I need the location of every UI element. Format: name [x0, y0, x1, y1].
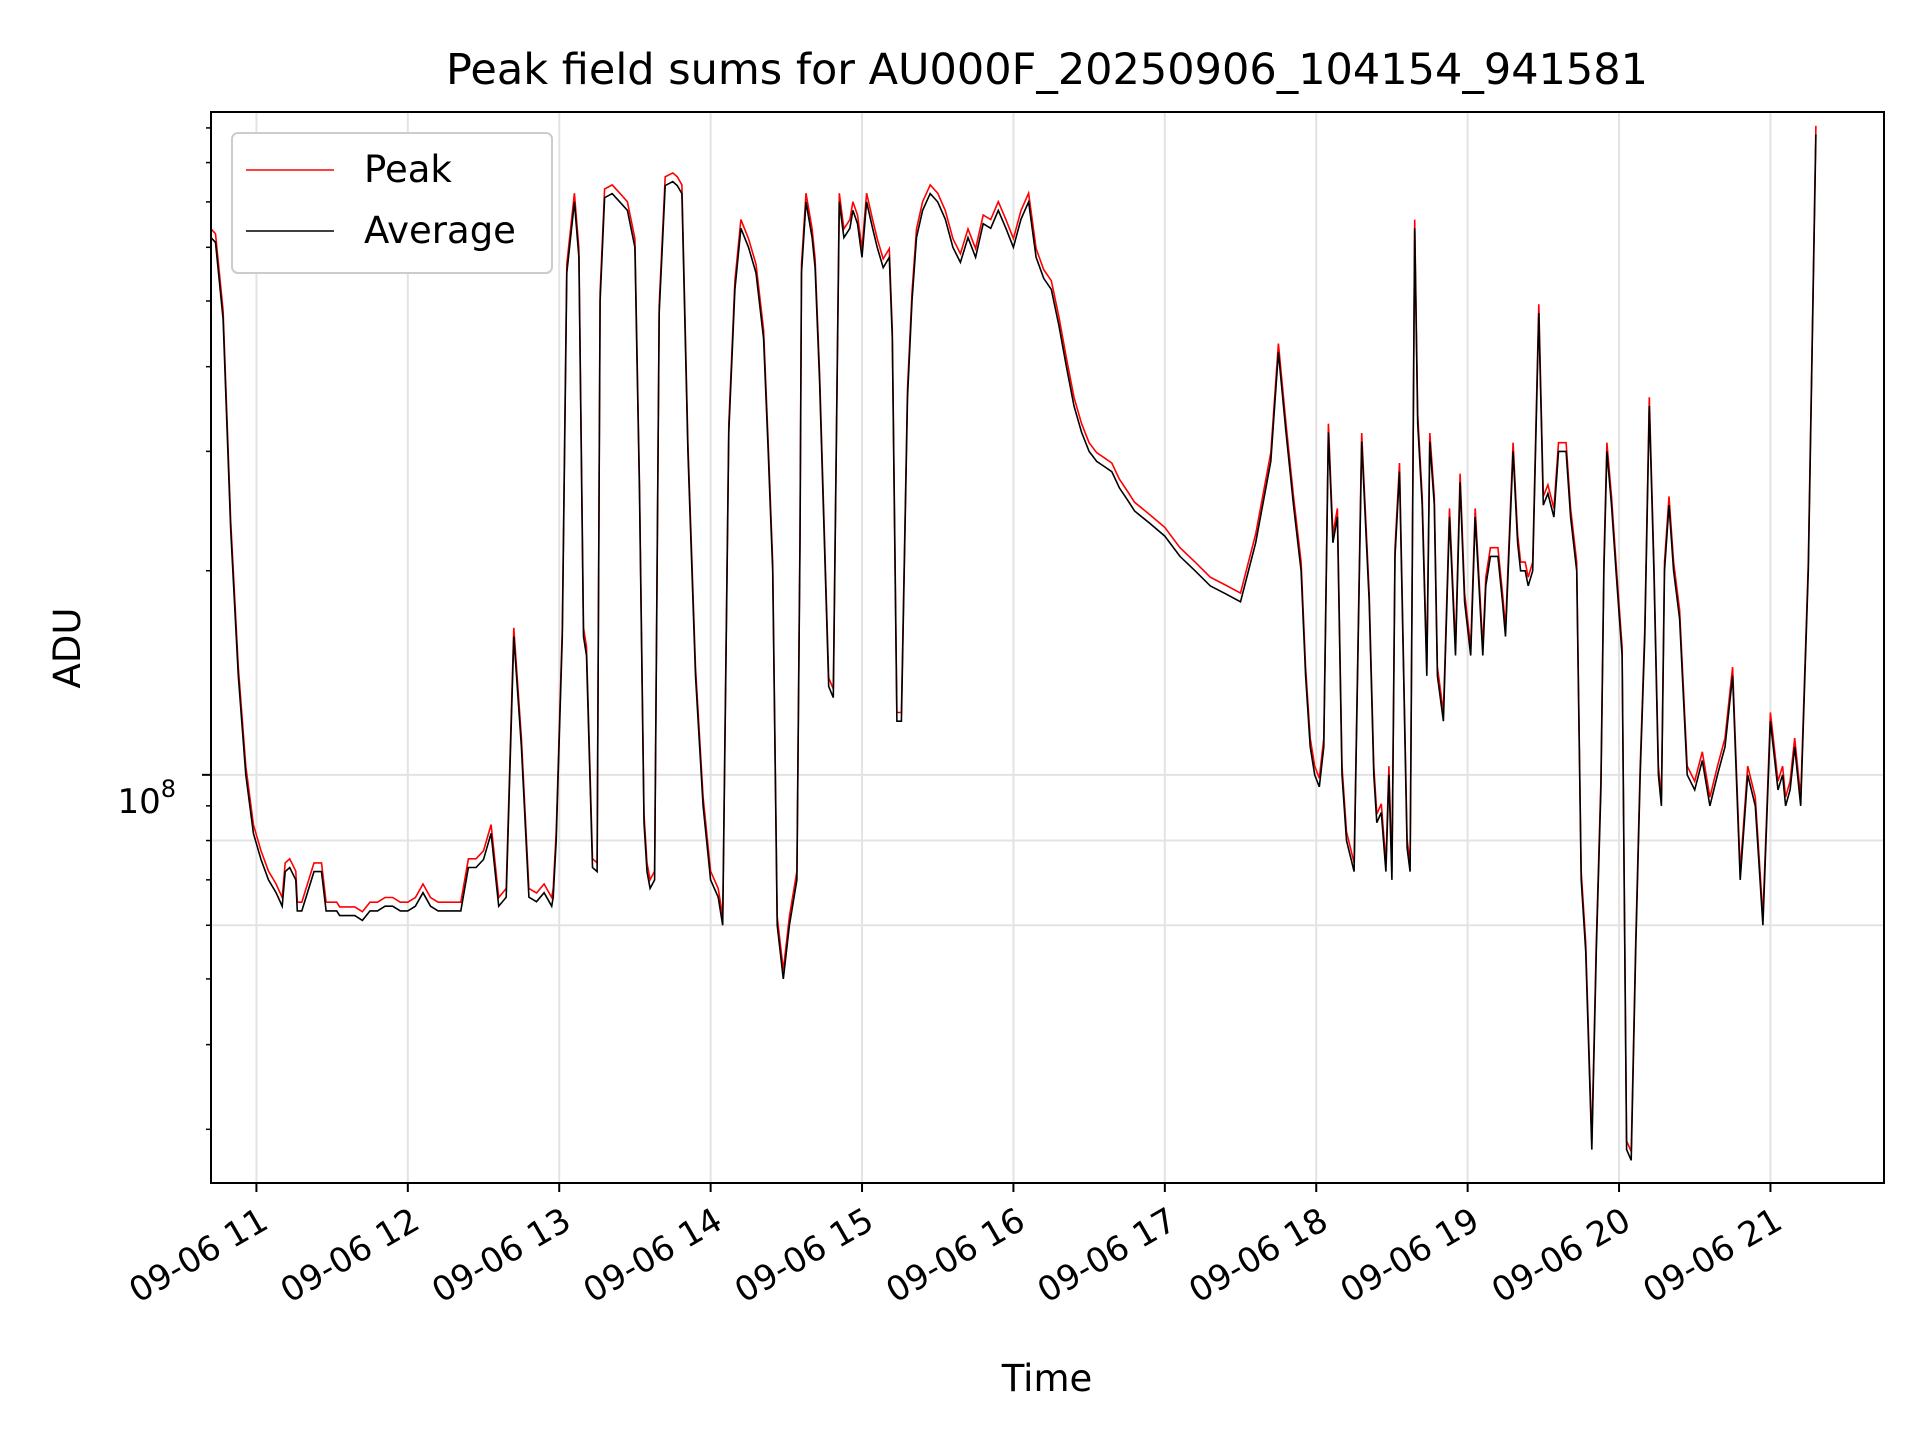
chart-title: Peak field sums for AU000F_20250906_1041…	[446, 45, 1648, 95]
legend-average-label: Average	[364, 209, 516, 252]
x-axis-label: Time	[1001, 1357, 1093, 1400]
series-average-line	[210, 134, 1817, 1161]
y-axis: 108	[117, 127, 211, 1131]
legend-peak-label: Peak	[364, 148, 452, 191]
grid	[211, 112, 1884, 1183]
legend-box	[231, 132, 553, 274]
y-tick-exponent: 8	[161, 775, 176, 803]
legend: Peak Average	[231, 132, 553, 274]
plot-area	[210, 125, 1817, 1161]
series-peak-line	[210, 125, 1817, 1152]
y-axis-label: ADU	[46, 608, 89, 689]
y-tick-base: 10	[117, 782, 160, 822]
y-tick-label: 108	[117, 775, 176, 822]
plot-frame	[210, 111, 1885, 1184]
